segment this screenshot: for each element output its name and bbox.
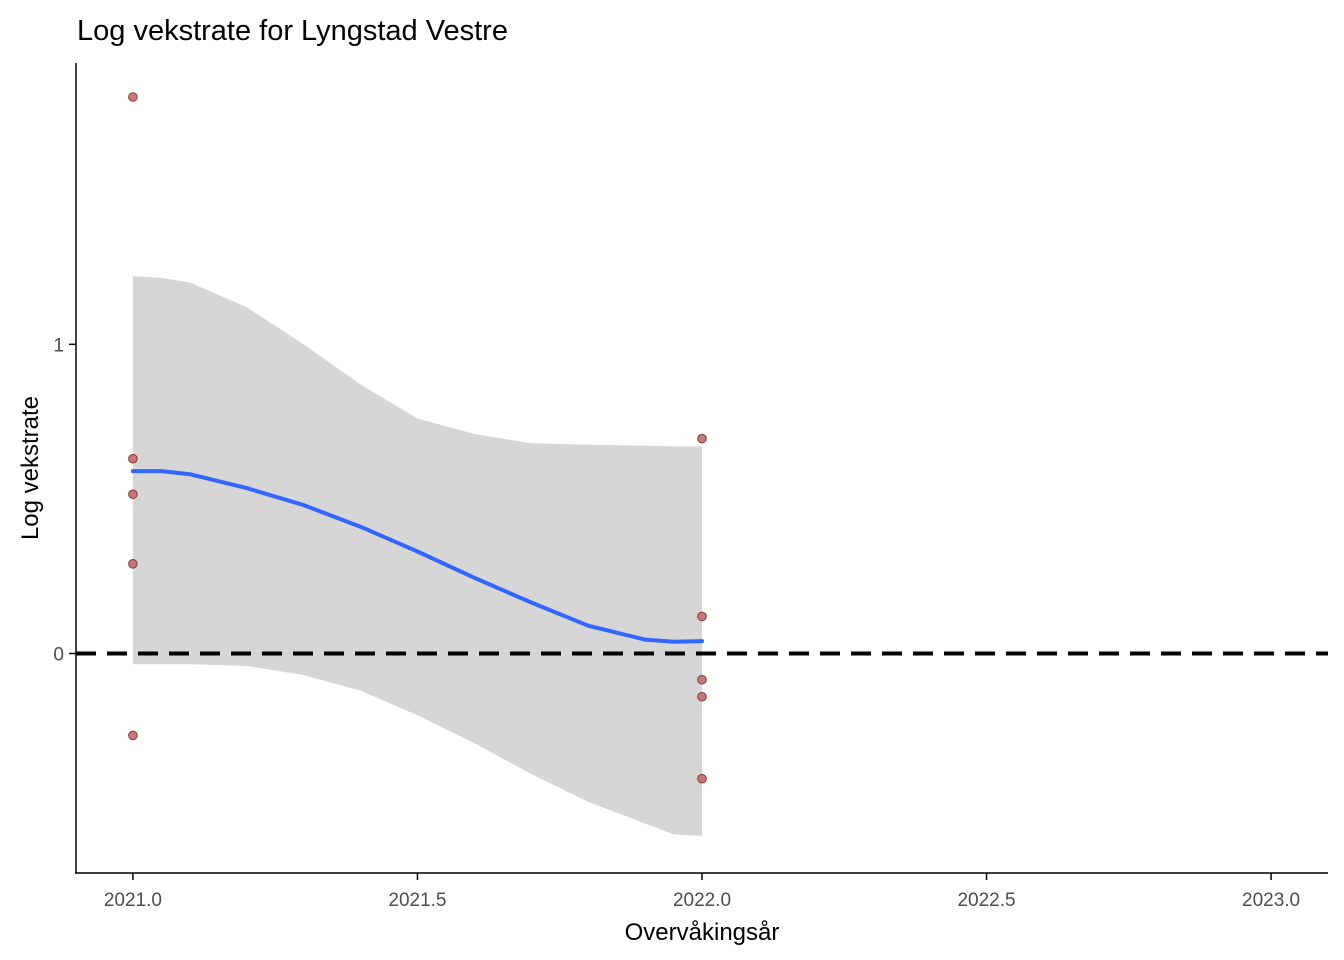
y-tick-label-1: 1 (53, 335, 64, 356)
confidence-band (132, 276, 702, 836)
y-axis-title: Log vekstrate (17, 396, 44, 540)
smooth-line-layer (130, 469, 704, 644)
smooth-trend-line (130, 469, 704, 644)
chart-title: Log vekstrate for Lyngstad Vestre (77, 15, 508, 47)
data-point-2 (128, 489, 138, 500)
x-axis-title: Overvåkingsår (625, 919, 780, 946)
data-point-9 (697, 773, 707, 784)
data-point-8 (697, 691, 707, 702)
x-tick-label-3: 2022.5 (957, 890, 1015, 911)
data-point-1 (128, 453, 138, 464)
y-ticks: 01 (53, 335, 76, 665)
data-point-6 (697, 611, 707, 622)
points-layer (128, 92, 707, 784)
y-tick-label-0: 0 (53, 644, 64, 665)
x-tick-label-4: 2023.0 (1242, 890, 1300, 911)
data-point-4 (128, 730, 138, 741)
x-ticks: 2021.0 2021.5 2022.0 2022.5 2023.0 (104, 873, 1300, 911)
data-point-5 (697, 433, 707, 444)
confidence-band-layer (132, 276, 702, 836)
data-point-3 (128, 559, 138, 569)
x-tick-label-1: 2021.5 (388, 890, 446, 911)
x-tick-label-0: 2021.0 (104, 890, 162, 911)
data-point-0 (128, 92, 138, 102)
data-point-7 (697, 674, 707, 685)
x-tick-label-2: 2022.0 (673, 890, 731, 911)
